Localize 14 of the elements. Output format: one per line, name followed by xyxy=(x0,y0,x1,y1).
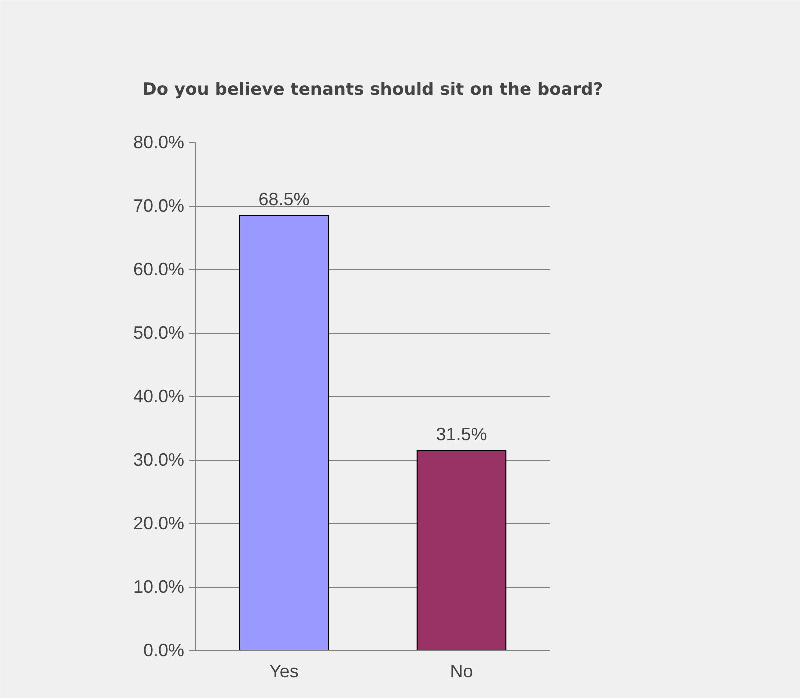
y-tick-label: 50.0% xyxy=(133,323,185,343)
data-label: 31.5% xyxy=(436,424,488,444)
data-label: 68.5% xyxy=(258,190,310,210)
x-tick-label: No xyxy=(450,662,474,682)
y-tick-label: 80.0% xyxy=(133,132,185,152)
chart-title: Do you believe tenants should sit on the board? xyxy=(142,80,604,100)
y-tick-label: 10.0% xyxy=(133,577,185,597)
y-tick-label: 40.0% xyxy=(133,386,185,406)
y-tick-label: 70.0% xyxy=(133,196,185,216)
y-tick-label: 0.0% xyxy=(143,640,185,660)
x-tick-label: Yes xyxy=(270,662,299,682)
y-tick-label: 30.0% xyxy=(133,450,185,470)
y-tick-label: 60.0% xyxy=(133,260,185,280)
y-tick-label: 20.0% xyxy=(133,514,185,534)
